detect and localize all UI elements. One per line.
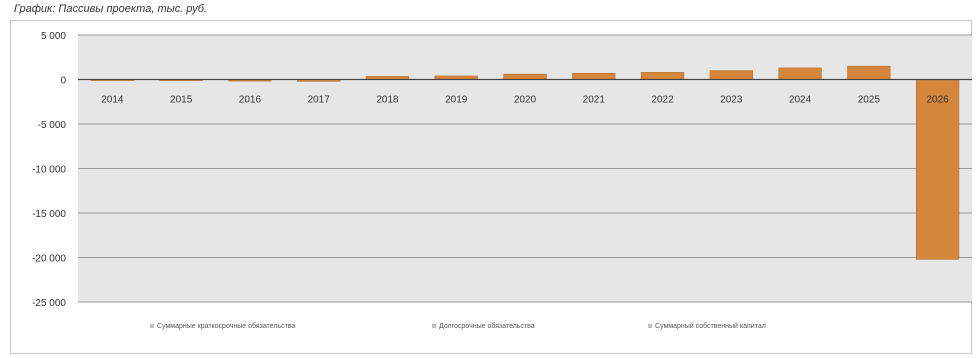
x-tick-label: 2025 xyxy=(858,95,881,106)
x-tick-label: 2020 xyxy=(514,95,537,106)
bar xyxy=(915,79,960,260)
x-tick-label: 2016 xyxy=(239,95,262,106)
legend-marker xyxy=(150,324,154,328)
x-tick-label: 2026 xyxy=(926,95,949,106)
legend-marker xyxy=(432,324,436,328)
x-tick-label: 2023 xyxy=(720,95,743,106)
legend-marker xyxy=(648,324,652,328)
y-tick-label: -5 000 xyxy=(38,120,67,131)
x-tick-label: 2017 xyxy=(308,95,331,106)
bar xyxy=(778,67,822,80)
x-tick-label: 2022 xyxy=(651,95,674,106)
x-tick-label: 2014 xyxy=(101,95,124,106)
chart-title: График: Пассивы проекта, тыс. руб. xyxy=(14,3,208,15)
x-tick-label: 2018 xyxy=(376,95,399,106)
y-tick-label: -15 000 xyxy=(32,209,66,220)
legend-entry: Суммарный собственный капитал xyxy=(655,322,766,330)
x-tick-label: 2024 xyxy=(789,95,812,106)
y-tick-label: -25 000 xyxy=(32,298,66,309)
bar xyxy=(709,70,753,80)
legend-entry: Суммарные краткосрочные обязательства xyxy=(157,322,295,330)
bar xyxy=(640,72,685,80)
x-tick-label: 2015 xyxy=(170,95,193,106)
x-tick-label: 2021 xyxy=(583,95,606,106)
y-tick-label: 0 xyxy=(60,76,66,87)
legend-entry: Долгосрочные обязательства xyxy=(439,322,535,330)
y-tick-label: -20 000 xyxy=(32,254,66,265)
bar xyxy=(847,65,891,80)
y-tick-label: -10 000 xyxy=(32,165,66,176)
x-tick-label: 2019 xyxy=(445,95,468,106)
y-tick-label: 5 000 xyxy=(41,31,66,42)
bar xyxy=(572,72,616,80)
bar xyxy=(503,73,547,80)
